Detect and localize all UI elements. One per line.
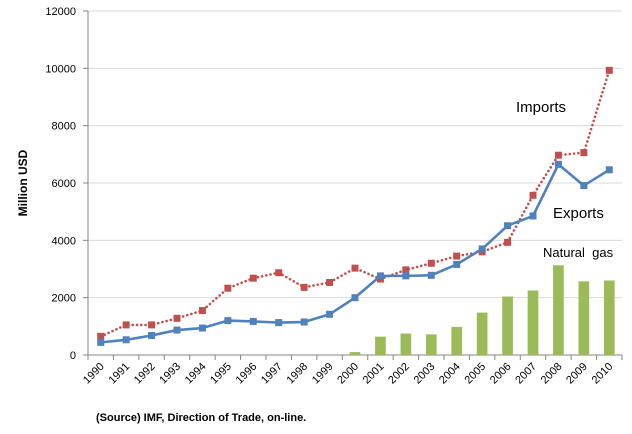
x-tick-label: 2008: [539, 361, 565, 387]
imports-point: [300, 283, 308, 291]
natural-gas-bar: [603, 280, 615, 355]
imports-point: [605, 66, 613, 74]
x-tick-label: 2004: [437, 361, 463, 387]
x-tick-label: 2005: [462, 361, 488, 387]
exports-point: [198, 324, 206, 332]
x-tick-label: 2007: [513, 361, 539, 387]
exports-point: [173, 326, 181, 334]
y-tick-label: 10000: [45, 63, 76, 75]
x-tick-label: 1990: [81, 361, 107, 387]
source-note: (Source) IMF, Direction of Trade, on-lin…: [96, 412, 306, 424]
natural-gas-bar: [476, 312, 488, 355]
natural-gas-bar: [400, 333, 412, 355]
exports-point: [580, 182, 588, 190]
exports-point: [478, 245, 486, 253]
imports-point: [504, 238, 512, 246]
y-tick-label: 12000: [45, 6, 76, 18]
x-tick-label: 2009: [564, 361, 590, 387]
y-tick-label: 6000: [52, 178, 76, 190]
x-tick-label: 1996: [234, 361, 260, 387]
natural-gas-bar: [349, 352, 361, 355]
x-tick-labels: 1990 1991 1992 1993 1994 1995 1996 1997 1998 1999…: [81, 361, 615, 387]
y-tick-label: 8000: [52, 121, 76, 133]
imports-point: [453, 252, 461, 260]
exports-point: [326, 310, 334, 318]
exports-point: [376, 272, 384, 280]
y-tick-labels: 0 2000 4000 6000 8000 10000 12000: [45, 6, 76, 362]
exports-point: [554, 160, 562, 168]
imports-point: [122, 321, 130, 329]
x-tick-label: 1995: [208, 361, 234, 387]
x-tick-label: 1992: [132, 361, 158, 387]
x-tick-label: 2002: [386, 361, 412, 387]
exports-point: [427, 271, 435, 279]
series-markers: [97, 66, 613, 346]
imports-point: [427, 259, 435, 267]
imports-point: [173, 314, 181, 322]
imports-point: [148, 321, 156, 329]
x-tick-label: 2010: [590, 361, 616, 387]
imports-point: [554, 151, 562, 159]
imports-point: [198, 307, 206, 315]
exports-point: [529, 212, 537, 220]
exports-point: [402, 272, 410, 280]
y-axis-label: Million USD: [16, 149, 30, 216]
natural-gas-bar: [527, 290, 539, 355]
x-tick-label: 1993: [157, 361, 183, 387]
x-tick-label: 2001: [361, 361, 387, 387]
imports-point: [326, 278, 334, 286]
x-tick-label: 1994: [183, 361, 209, 387]
imports-point: [97, 332, 105, 340]
natural-gas-bar: [578, 281, 590, 355]
x-tick-label: 2006: [488, 361, 514, 387]
natural-gas-bars: [349, 265, 615, 355]
natural-gas-bar: [502, 296, 513, 355]
exports-point: [453, 260, 461, 268]
exports-point: [148, 332, 156, 340]
exports-point: [275, 319, 283, 327]
x-tick-label: 1998: [284, 361, 310, 387]
imports-point: [224, 284, 232, 292]
x-tick-label: 1997: [259, 361, 285, 387]
exports-point: [605, 166, 613, 174]
exports-point: [300, 318, 308, 326]
exports-point: [122, 336, 130, 344]
x-tick-label: 1991: [106, 361, 132, 387]
natural-gas-bar: [375, 336, 386, 355]
y-tick-label: 2000: [52, 293, 76, 305]
imports-point: [275, 269, 283, 277]
exports-point: [504, 222, 512, 230]
x-tick-label: 1999: [310, 361, 336, 387]
y-tick-label: 0: [70, 350, 76, 362]
natural-gas-annotation: Natural gas: [543, 245, 614, 260]
imports-point: [580, 149, 588, 157]
x-tick-label: 2000: [335, 361, 361, 387]
exports-point: [249, 317, 257, 325]
exports-point: [97, 338, 105, 346]
imports-point: [351, 264, 359, 272]
imports-point: [529, 191, 537, 199]
axes: [83, 10, 623, 360]
imports-point: [402, 266, 410, 274]
x-tick-label: 2003: [412, 361, 438, 387]
natural-gas-bar: [553, 265, 564, 355]
exports-annotation: Exports: [553, 205, 604, 222]
imports-point: [249, 274, 257, 282]
imports-line: [99, 69, 611, 338]
imports-annotation: Imports: [516, 99, 566, 116]
natural-gas-bar: [425, 334, 437, 355]
exports-point: [224, 317, 232, 325]
gridlines: [88, 10, 622, 299]
y-tick-label: 4000: [52, 235, 76, 247]
natural-gas-bar: [451, 326, 463, 355]
exports-point: [351, 294, 359, 302]
